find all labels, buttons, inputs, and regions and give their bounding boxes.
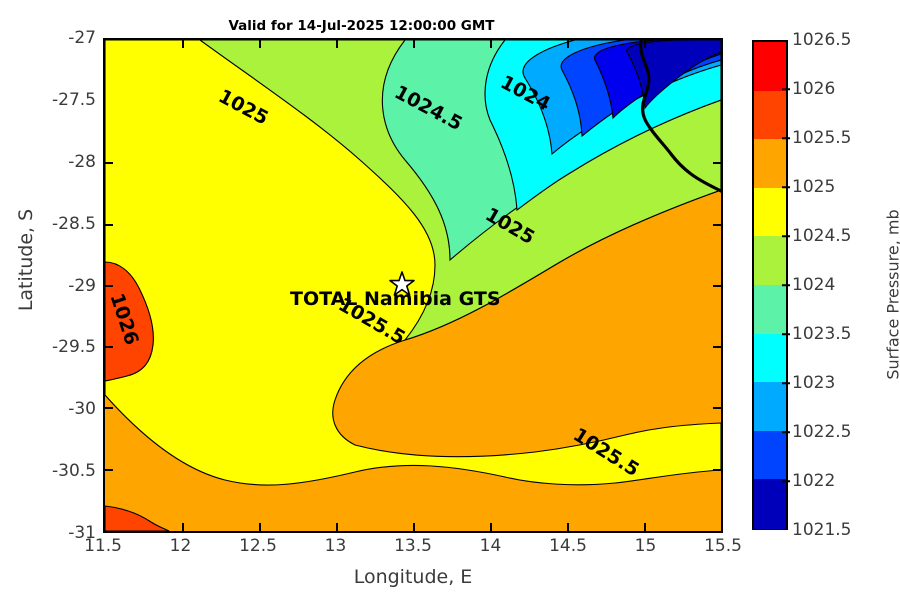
tick-y bbox=[105, 285, 113, 287]
colorbar-tick-label: 1025.5 bbox=[792, 128, 852, 148]
x-tick-label: 11.5 bbox=[84, 536, 122, 556]
colorbar-band bbox=[754, 382, 786, 432]
station-label: TOTAL Namibia GTS bbox=[290, 288, 501, 310]
tick-y bbox=[713, 285, 721, 287]
colorbar-tick-label: 1023 bbox=[792, 373, 836, 393]
colorbar-tick bbox=[782, 333, 790, 335]
tick-x bbox=[182, 523, 184, 531]
tick-y bbox=[713, 346, 721, 348]
colorbar-band bbox=[754, 90, 786, 140]
colorbar-tick bbox=[782, 137, 790, 139]
colorbar-tick-label: 1024 bbox=[792, 275, 836, 295]
colorbar-tick bbox=[782, 186, 790, 188]
station-star-icon bbox=[389, 271, 415, 296]
colorbar-tick-labels: 1026.5 1026 1025.5 1025 1024.5 1024 1023.5 1023… bbox=[782, 30, 862, 540]
colorbar-tick-label: 1022 bbox=[792, 471, 836, 491]
colorbar-tick bbox=[782, 431, 790, 433]
coastline-path bbox=[639, 40, 721, 193]
tick-y bbox=[105, 162, 113, 164]
colorbar-band bbox=[754, 479, 786, 529]
tick-x bbox=[567, 523, 569, 531]
tick-x bbox=[644, 523, 646, 531]
y-tick-label: -28.5 bbox=[52, 213, 96, 234]
colorbar-band bbox=[754, 42, 786, 92]
tick-y bbox=[105, 407, 113, 409]
y-tick-label: -31 bbox=[68, 523, 96, 543]
x-tick-label: 12 bbox=[169, 536, 192, 556]
x-axis-ticks: 11.5 12 12.5 13 13.5 14 14.5 15 15.5 bbox=[84, 536, 742, 566]
x-tick-label: 13 bbox=[324, 536, 347, 556]
colorbar-band bbox=[754, 430, 786, 480]
colorbar-tick bbox=[782, 480, 790, 482]
colorbar-tick bbox=[782, 235, 790, 237]
y-tick-label: -30 bbox=[68, 399, 96, 420]
tick-x bbox=[567, 40, 569, 48]
tick-y bbox=[713, 469, 721, 471]
tick-x bbox=[413, 40, 415, 48]
y-axis-label: Latitude, S bbox=[15, 208, 37, 312]
y-tick-label: -29 bbox=[68, 275, 96, 296]
colorbar-band bbox=[754, 285, 786, 335]
tick-y bbox=[713, 407, 721, 409]
tick-x bbox=[644, 40, 646, 48]
x-tick-label: 13.5 bbox=[394, 536, 432, 556]
contour-plot-area[interactable]: 1025 1024.5 1024 1025 1026 1025.5 1025.5… bbox=[103, 38, 723, 533]
tick-x bbox=[336, 40, 338, 48]
region-1021p5 bbox=[626, 40, 721, 110]
x-tick-label: 14.5 bbox=[549, 536, 587, 556]
colorbar-tick-label: 1024.5 bbox=[792, 226, 852, 246]
colorbar-tick bbox=[782, 284, 790, 286]
tick-x bbox=[490, 40, 492, 48]
colorbar-tick bbox=[782, 88, 790, 90]
tick-y bbox=[105, 346, 113, 348]
colorbar-tick-label: 1026.5 bbox=[792, 30, 852, 50]
x-tick-label: 14 bbox=[479, 536, 502, 556]
colorbar-band bbox=[754, 236, 786, 286]
colorbar-band bbox=[754, 139, 786, 189]
tick-x bbox=[490, 523, 492, 531]
tick-x bbox=[413, 523, 415, 531]
figure-title: Valid for 14-Jul-2025 12:00:00 GMT bbox=[228, 18, 495, 34]
tick-y bbox=[105, 469, 113, 471]
colorbar-tick bbox=[782, 382, 790, 384]
colorbar-band bbox=[754, 333, 786, 383]
tick-y bbox=[713, 224, 721, 226]
colorbar-tick-label: 1021.5 bbox=[792, 520, 852, 540]
tick-x bbox=[182, 40, 184, 48]
colorbar-tick-label: 1022.5 bbox=[792, 422, 852, 442]
region-1026-south bbox=[105, 505, 170, 531]
x-tick-label: 15 bbox=[634, 536, 657, 556]
y-tick-label: -29.5 bbox=[52, 337, 96, 358]
y-tick-label: -28 bbox=[68, 151, 96, 172]
colorbar-band bbox=[754, 187, 786, 237]
y-tick-label: -27 bbox=[68, 28, 96, 48]
tick-y bbox=[713, 162, 721, 164]
y-tick-label: -27.5 bbox=[52, 89, 96, 110]
x-axis-label: Longitude, E bbox=[353, 566, 473, 588]
y-tick-label: -30.5 bbox=[52, 461, 96, 482]
contour-field-svg bbox=[105, 40, 721, 531]
tick-x bbox=[336, 523, 338, 531]
y-axis-ticks: -27 -27.5 -28 -28.5 -29 -29.5 -30 -30.5 -31 bbox=[30, 28, 96, 543]
tick-y bbox=[105, 224, 113, 226]
colorbar-tick-label: 1023.5 bbox=[792, 324, 852, 344]
tick-x bbox=[259, 40, 261, 48]
colorbar-tick-label: 1025 bbox=[792, 177, 836, 197]
region-1026-north bbox=[105, 261, 154, 382]
x-tick-label: 12.5 bbox=[239, 536, 277, 556]
colorbar-label: Surface Pressure, mb bbox=[883, 209, 900, 380]
tick-x bbox=[259, 523, 261, 531]
x-tick-label: 15.5 bbox=[704, 536, 742, 556]
colorbar-tick-label: 1026 bbox=[792, 79, 836, 99]
